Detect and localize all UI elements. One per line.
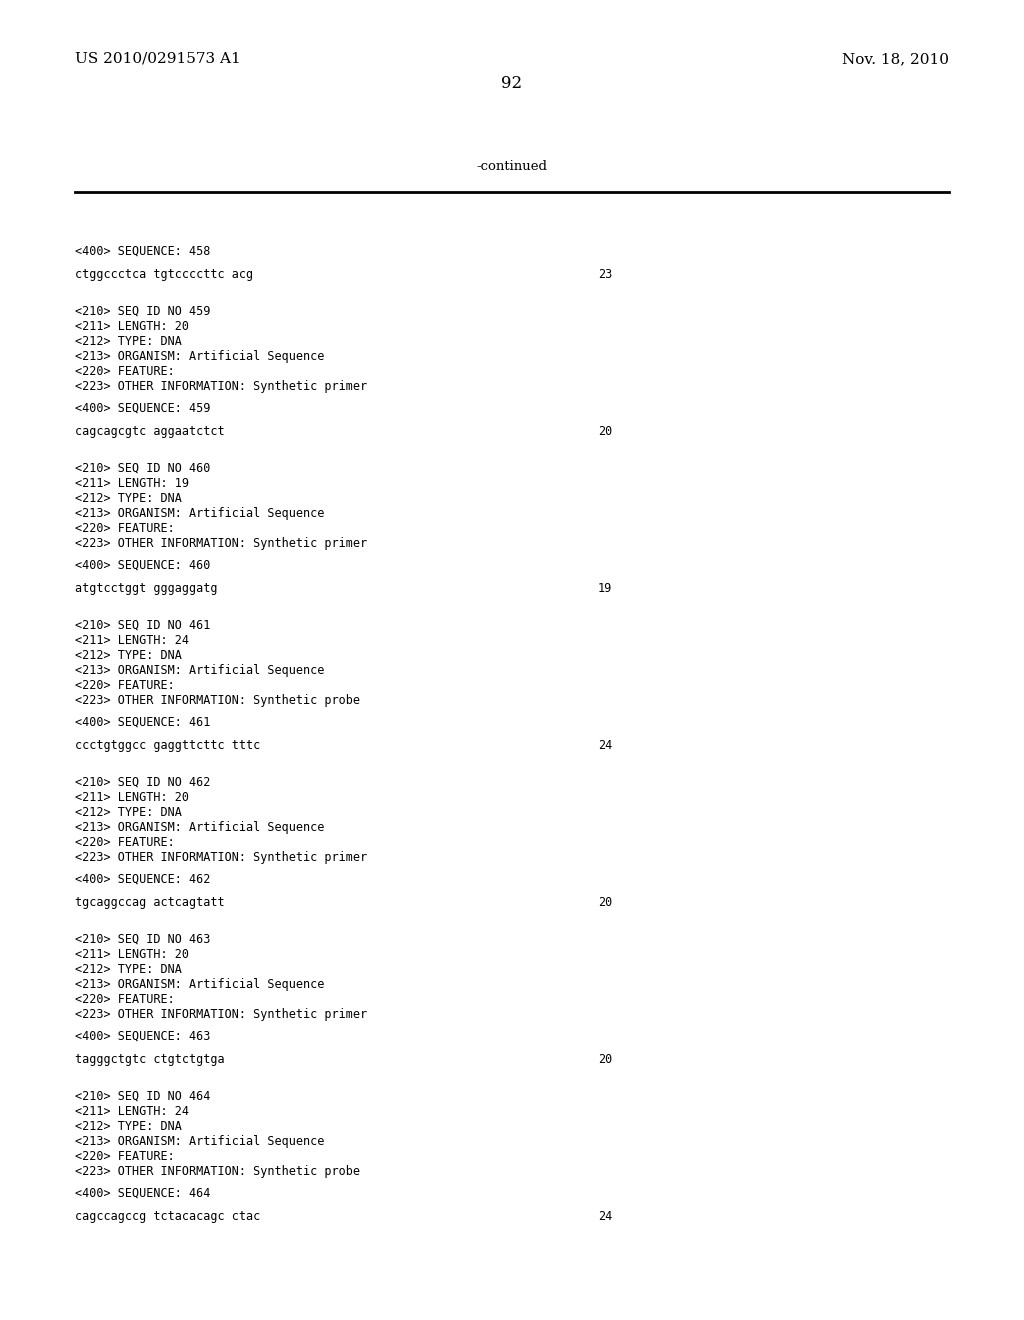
Text: <400> SEQUENCE: 458: <400> SEQUENCE: 458 xyxy=(75,246,210,257)
Text: <211> LENGTH: 20: <211> LENGTH: 20 xyxy=(75,791,189,804)
Text: <210> SEQ ID NO 462: <210> SEQ ID NO 462 xyxy=(75,776,210,789)
Text: <213> ORGANISM: Artificial Sequence: <213> ORGANISM: Artificial Sequence xyxy=(75,507,325,520)
Text: <220> FEATURE:: <220> FEATURE: xyxy=(75,993,175,1006)
Text: <213> ORGANISM: Artificial Sequence: <213> ORGANISM: Artificial Sequence xyxy=(75,664,325,677)
Text: <213> ORGANISM: Artificial Sequence: <213> ORGANISM: Artificial Sequence xyxy=(75,350,325,363)
Text: atgtcctggt gggaggatg: atgtcctggt gggaggatg xyxy=(75,582,217,595)
Text: <223> OTHER INFORMATION: Synthetic probe: <223> OTHER INFORMATION: Synthetic probe xyxy=(75,1166,360,1177)
Text: <220> FEATURE:: <220> FEATURE: xyxy=(75,836,175,849)
Text: <211> LENGTH: 20: <211> LENGTH: 20 xyxy=(75,948,189,961)
Text: <223> OTHER INFORMATION: Synthetic primer: <223> OTHER INFORMATION: Synthetic prime… xyxy=(75,537,368,550)
Text: <210> SEQ ID NO 459: <210> SEQ ID NO 459 xyxy=(75,305,210,318)
Text: <213> ORGANISM: Artificial Sequence: <213> ORGANISM: Artificial Sequence xyxy=(75,1135,325,1148)
Text: <212> TYPE: DNA: <212> TYPE: DNA xyxy=(75,492,182,506)
Text: <220> FEATURE:: <220> FEATURE: xyxy=(75,366,175,378)
Text: tgcaggccag actcagtatt: tgcaggccag actcagtatt xyxy=(75,896,224,909)
Text: <212> TYPE: DNA: <212> TYPE: DNA xyxy=(75,335,182,348)
Text: 20: 20 xyxy=(598,896,612,909)
Text: cagcagcgtc aggaatctct: cagcagcgtc aggaatctct xyxy=(75,425,224,438)
Text: <211> LENGTH: 19: <211> LENGTH: 19 xyxy=(75,477,189,490)
Text: <220> FEATURE:: <220> FEATURE: xyxy=(75,1150,175,1163)
Text: <212> TYPE: DNA: <212> TYPE: DNA xyxy=(75,964,182,975)
Text: <211> LENGTH: 24: <211> LENGTH: 24 xyxy=(75,634,189,647)
Text: <400> SEQUENCE: 463: <400> SEQUENCE: 463 xyxy=(75,1030,210,1043)
Text: <400> SEQUENCE: 461: <400> SEQUENCE: 461 xyxy=(75,715,210,729)
Text: Nov. 18, 2010: Nov. 18, 2010 xyxy=(842,51,949,66)
Text: <213> ORGANISM: Artificial Sequence: <213> ORGANISM: Artificial Sequence xyxy=(75,978,325,991)
Text: <223> OTHER INFORMATION: Synthetic primer: <223> OTHER INFORMATION: Synthetic prime… xyxy=(75,380,368,393)
Text: ccctgtggcc gaggttcttc tttc: ccctgtggcc gaggttcttc tttc xyxy=(75,739,260,752)
Text: <212> TYPE: DNA: <212> TYPE: DNA xyxy=(75,807,182,818)
Text: US 2010/0291573 A1: US 2010/0291573 A1 xyxy=(75,51,241,66)
Text: 24: 24 xyxy=(598,1210,612,1224)
Text: <223> OTHER INFORMATION: Synthetic primer: <223> OTHER INFORMATION: Synthetic prime… xyxy=(75,851,368,865)
Text: <220> FEATURE:: <220> FEATURE: xyxy=(75,521,175,535)
Text: <212> TYPE: DNA: <212> TYPE: DNA xyxy=(75,649,182,663)
Text: <211> LENGTH: 20: <211> LENGTH: 20 xyxy=(75,319,189,333)
Text: <223> OTHER INFORMATION: Synthetic probe: <223> OTHER INFORMATION: Synthetic probe xyxy=(75,694,360,708)
Text: <212> TYPE: DNA: <212> TYPE: DNA xyxy=(75,1119,182,1133)
Text: 20: 20 xyxy=(598,425,612,438)
Text: 20: 20 xyxy=(598,1053,612,1067)
Text: tagggctgtc ctgtctgtga: tagggctgtc ctgtctgtga xyxy=(75,1053,224,1067)
Text: <210> SEQ ID NO 464: <210> SEQ ID NO 464 xyxy=(75,1090,210,1104)
Text: cagccagccg tctacacagc ctac: cagccagccg tctacacagc ctac xyxy=(75,1210,260,1224)
Text: 19: 19 xyxy=(598,582,612,595)
Text: 92: 92 xyxy=(502,75,522,92)
Text: <400> SEQUENCE: 464: <400> SEQUENCE: 464 xyxy=(75,1187,210,1200)
Text: <211> LENGTH: 24: <211> LENGTH: 24 xyxy=(75,1105,189,1118)
Text: 23: 23 xyxy=(598,268,612,281)
Text: <400> SEQUENCE: 460: <400> SEQUENCE: 460 xyxy=(75,558,210,572)
Text: <210> SEQ ID NO 463: <210> SEQ ID NO 463 xyxy=(75,933,210,946)
Text: -continued: -continued xyxy=(476,160,548,173)
Text: <213> ORGANISM: Artificial Sequence: <213> ORGANISM: Artificial Sequence xyxy=(75,821,325,834)
Text: ctggccctca tgtccccttc acg: ctggccctca tgtccccttc acg xyxy=(75,268,253,281)
Text: <210> SEQ ID NO 460: <210> SEQ ID NO 460 xyxy=(75,462,210,475)
Text: 24: 24 xyxy=(598,739,612,752)
Text: <210> SEQ ID NO 461: <210> SEQ ID NO 461 xyxy=(75,619,210,632)
Text: <220> FEATURE:: <220> FEATURE: xyxy=(75,678,175,692)
Text: <223> OTHER INFORMATION: Synthetic primer: <223> OTHER INFORMATION: Synthetic prime… xyxy=(75,1008,368,1020)
Text: <400> SEQUENCE: 459: <400> SEQUENCE: 459 xyxy=(75,403,210,414)
Text: <400> SEQUENCE: 462: <400> SEQUENCE: 462 xyxy=(75,873,210,886)
